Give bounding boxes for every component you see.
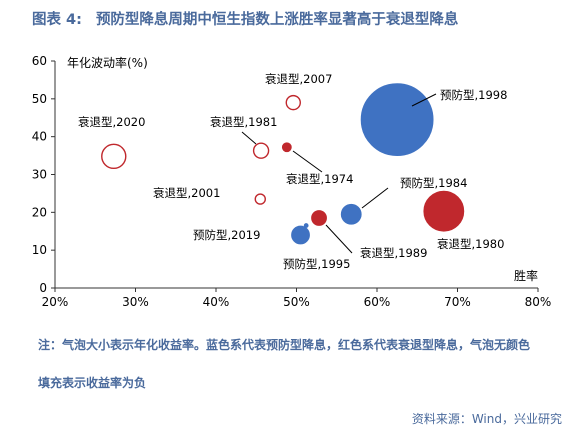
y-axis-label: 年化波动率(%) — [67, 55, 148, 70]
bubble-label: 衰退型,1981 — [210, 115, 277, 129]
leader-line — [325, 224, 353, 254]
figure-label: 图表 4: — [32, 12, 82, 28]
y-tick-label: 10 — [32, 243, 47, 257]
y-tick-label: 0 — [39, 281, 47, 295]
bubble — [360, 83, 434, 157]
bubble — [101, 143, 127, 170]
bubble-label: 衰退型,1974 — [286, 172, 353, 186]
bubble — [281, 142, 292, 153]
bubble — [254, 193, 266, 205]
y-tick-label: 60 — [32, 54, 47, 68]
bubble-label: 预防型,2019 — [193, 228, 260, 242]
y-tick-label: 20 — [32, 205, 47, 219]
bubble-label: 衰退型,2001 — [153, 186, 220, 200]
x-tick-label: 50% — [283, 295, 310, 309]
bubble-chart: 20% 30% 40% 50% 60% 70% 80% 0 10 20 30 40 50 60 年化波动率(… — [32, 54, 552, 309]
y-tick-label: 30 — [32, 168, 47, 182]
bubble — [252, 142, 270, 159]
x-tick-label: 30% — [122, 295, 149, 309]
leader-line — [411, 93, 437, 107]
bubble — [340, 203, 362, 225]
leader-line — [292, 150, 323, 173]
x-tick-label: 70% — [444, 295, 471, 309]
bubble — [285, 94, 301, 111]
x-tick-label: 80% — [525, 295, 552, 309]
figure-title-text: 预防型降息周期中恒生指数上涨胜率显著高于衰退型降息 — [95, 12, 459, 28]
x-tick-label: 40% — [203, 295, 230, 309]
y-tick-label: 50 — [32, 92, 47, 106]
source-text: 资料来源：Wind，兴业研究 — [411, 412, 562, 426]
bubble-label: 衰退型,2007 — [265, 72, 332, 86]
figure-title: 图表 4: 预防型降息周期中恒生指数上涨胜率显著高于衰退型降息 — [32, 8, 458, 29]
leader-line — [241, 131, 257, 145]
y-tick-label: 40 — [32, 130, 47, 144]
bubble-label: 预防型,1998 — [440, 88, 507, 102]
x-tick-label: 60% — [364, 295, 391, 309]
bubble — [291, 225, 310, 245]
bubble — [423, 190, 465, 232]
x-tick-label: 20% — [42, 295, 69, 309]
chart-note-line-1: 注：气泡大小表示年化收益率。蓝色系代表预防型降息，红色系代表衰退型降息，气泡无颜… — [38, 338, 531, 352]
bubble-label: 衰退型,1980 — [437, 237, 504, 251]
bubble-label: 衰退型,1989 — [360, 246, 427, 260]
chart-note-line-2: 填充表示收益率为负 — [38, 376, 147, 390]
x-axis-label: 胜率 — [514, 268, 538, 283]
bubble — [303, 223, 309, 228]
bubble-label: 预防型,1984 — [400, 176, 467, 190]
bubble-label: 预防型,1995 — [283, 257, 350, 271]
bubble-label: 衰退型,2020 — [78, 115, 145, 129]
bubble — [311, 210, 327, 226]
leader-line — [361, 187, 389, 209]
